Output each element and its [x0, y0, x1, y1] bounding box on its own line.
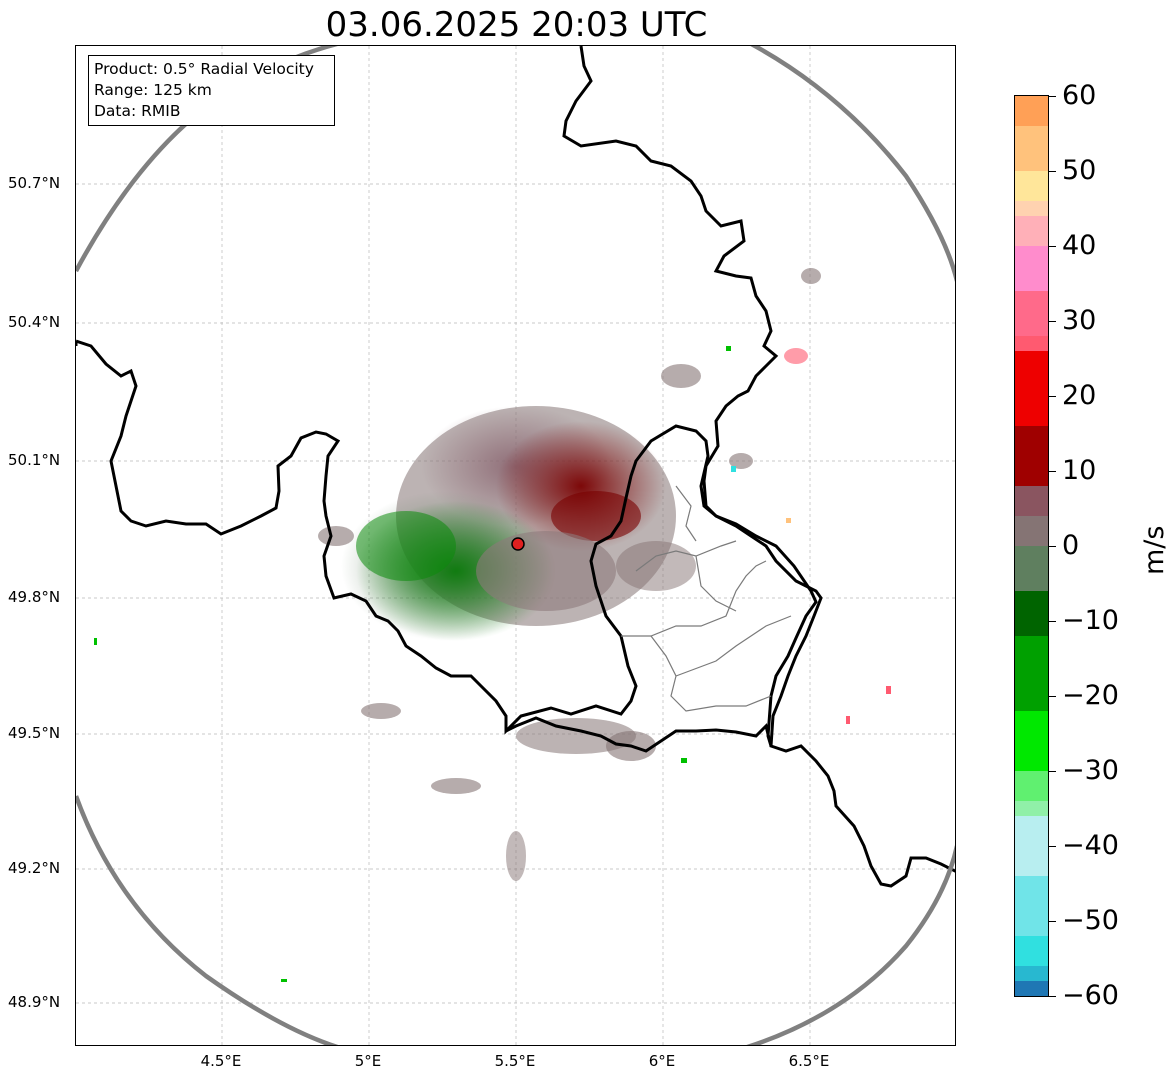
- lat-tick: 49.8°N: [8, 588, 68, 606]
- lon-tick: 6°E: [622, 1052, 702, 1070]
- colorbar-tick-label: 60: [1062, 81, 1096, 111]
- colorbar-tick-label: 0: [1062, 531, 1079, 561]
- lon-tick: 4.5°E: [181, 1052, 261, 1070]
- colorbar-tick-label: 20: [1062, 381, 1096, 411]
- colorbar-tick-label: −20: [1062, 681, 1119, 711]
- colorbar-tick-label: −10: [1062, 606, 1119, 636]
- colorbar-tick-label: −60: [1062, 981, 1119, 1011]
- velocity-echoes: [94, 268, 891, 982]
- data-source-label: Data: RMIB: [94, 101, 334, 122]
- product-label: Product: 0.5° Radial Velocity: [94, 59, 334, 80]
- colorbar-tick-label: 40: [1062, 231, 1096, 261]
- velocity-colorbar: [1014, 95, 1049, 997]
- colorbar-tick-label: 30: [1062, 306, 1096, 336]
- lat-tick: 48.9°N: [8, 993, 68, 1011]
- radar-map[interactable]: [75, 45, 956, 1046]
- lat-tick: 49.2°N: [8, 859, 68, 877]
- colorbar-unit-label: m/s: [1140, 526, 1170, 575]
- product-info-box: Product: 0.5° Radial Velocity Range: 125…: [88, 55, 335, 126]
- lon-tick: 6.5°E: [769, 1052, 849, 1070]
- lat-tick: 50.4°N: [8, 313, 68, 331]
- colorbar-tick-label: 50: [1062, 156, 1096, 186]
- colorbar-tick-label: −40: [1062, 831, 1119, 861]
- lat-tick: 50.7°N: [8, 174, 68, 192]
- range-label: Range: 125 km: [94, 80, 334, 101]
- colorbar-tick-label: −30: [1062, 756, 1119, 786]
- lon-tick: 5°E: [328, 1052, 408, 1070]
- colorbar-tick-label: −50: [1062, 906, 1119, 936]
- radar-site-marker: [512, 538, 524, 550]
- colorbar-tick-label: 10: [1062, 456, 1096, 486]
- lat-tick: 50.1°N: [8, 451, 68, 469]
- map-title: 03.06.2025 20:03 UTC: [76, 2, 957, 48]
- lon-tick: 5.5°E: [475, 1052, 555, 1070]
- lat-tick: 49.5°N: [8, 724, 68, 742]
- radar-map-canvas: [76, 46, 956, 1046]
